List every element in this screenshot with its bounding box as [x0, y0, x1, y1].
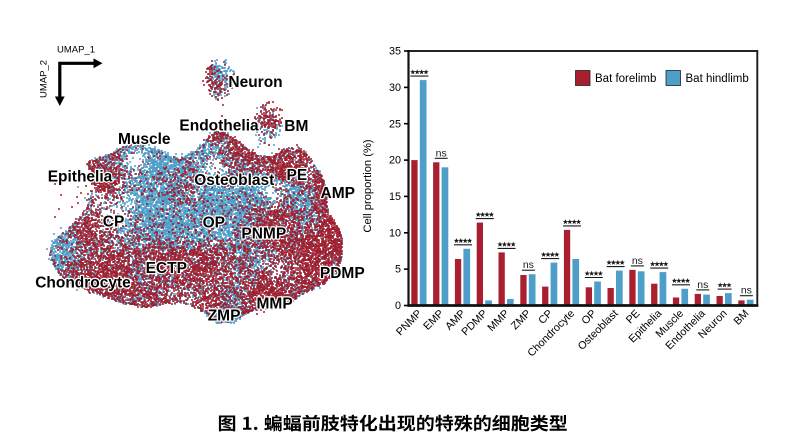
- svg-text:OP: OP: [203, 215, 225, 232]
- svg-text:35: 35: [389, 46, 401, 58]
- svg-text:15: 15: [389, 191, 401, 203]
- svg-text:PDMP: PDMP: [320, 265, 365, 282]
- svg-text:PE: PE: [287, 167, 308, 184]
- svg-text:ns: ns: [523, 259, 534, 271]
- svg-text:MMP: MMP: [257, 296, 293, 313]
- svg-text:Chondrocyte: Chondrocyte: [35, 274, 131, 291]
- svg-text:10: 10: [389, 227, 401, 239]
- svg-text:Osteoblast: Osteoblast: [194, 172, 274, 189]
- svg-text:ns: ns: [632, 255, 643, 267]
- svg-text:Muscle: Muscle: [118, 131, 171, 148]
- svg-text:UMAP_1: UMAP_1: [57, 45, 95, 56]
- svg-text:Bat forelimb: Bat forelimb: [595, 73, 656, 85]
- svg-text:0: 0: [395, 300, 401, 312]
- svg-text:Epithelia: Epithelia: [48, 169, 113, 186]
- svg-text:30: 30: [389, 82, 401, 94]
- svg-text:ns: ns: [436, 147, 447, 159]
- svg-text:Bat hindlimb: Bat hindlimb: [686, 73, 749, 85]
- svg-text:5: 5: [395, 264, 401, 276]
- svg-text:Neuron: Neuron: [228, 74, 282, 91]
- svg-text:ns: ns: [741, 285, 752, 297]
- svg-text:PNMP: PNMP: [241, 226, 286, 243]
- svg-text:Cell proportion (%): Cell proportion (%): [362, 139, 374, 233]
- svg-text:ECTP: ECTP: [146, 260, 187, 277]
- svg-text:25: 25: [389, 118, 401, 130]
- svg-text:CP: CP: [103, 214, 125, 231]
- svg-text:Endothelia: Endothelia: [179, 118, 259, 135]
- svg-text:ZMP: ZMP: [208, 308, 241, 325]
- svg-text:UMAP_2: UMAP_2: [39, 60, 50, 98]
- svg-text:20: 20: [389, 155, 401, 167]
- svg-text:AMP: AMP: [321, 185, 355, 202]
- svg-text:ns: ns: [697, 279, 708, 291]
- svg-text:BM: BM: [284, 118, 308, 135]
